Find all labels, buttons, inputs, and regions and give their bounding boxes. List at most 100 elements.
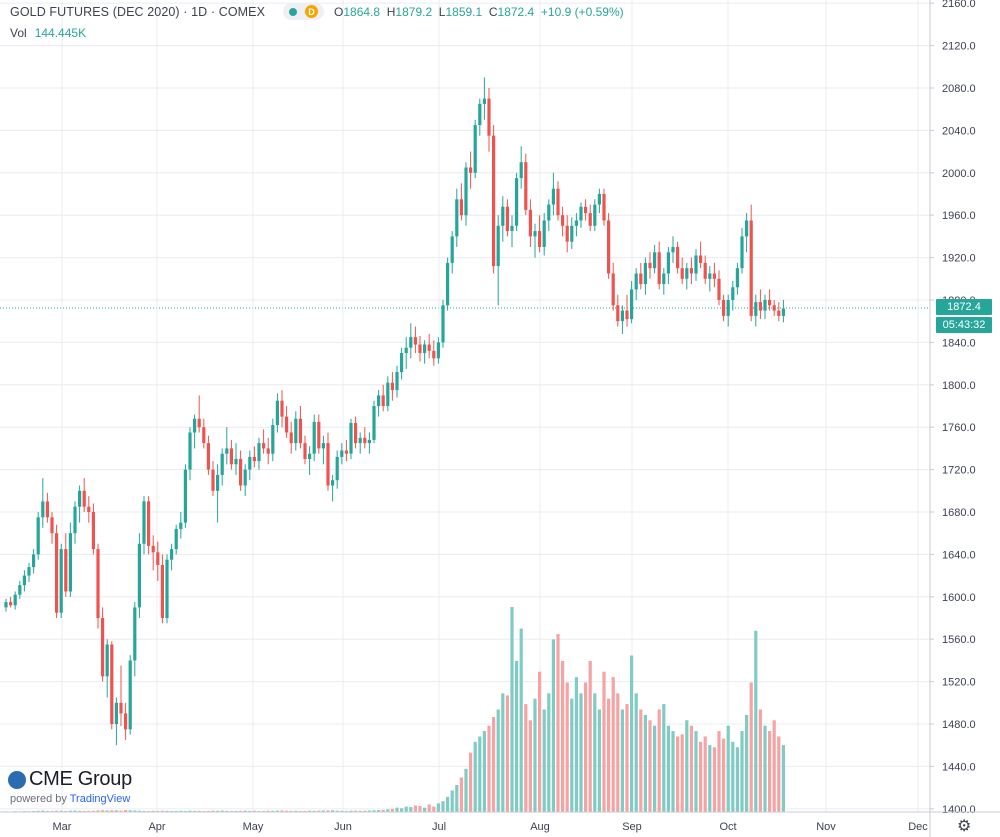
candle: [243, 464, 247, 497]
candle-body: [464, 167, 468, 216]
volume-bar: [59, 810, 63, 812]
candle: [579, 202, 583, 228]
candle-body: [13, 594, 17, 606]
y-tick-label: 1760.0: [942, 422, 976, 434]
candle: [22, 570, 26, 592]
volume-bar: [565, 682, 569, 812]
candle-body: [643, 262, 647, 285]
candle: [611, 262, 615, 311]
candle: [225, 427, 229, 465]
candle: [280, 390, 284, 428]
candle-body: [745, 220, 749, 237]
candle-body: [446, 262, 450, 306]
volume-bar: [680, 734, 684, 812]
candle-body: [266, 448, 270, 454]
gear-icon[interactable]: ⚙: [957, 818, 972, 835]
volume-bar: [151, 810, 155, 812]
volume-bar: [574, 677, 578, 812]
volume-bar: [335, 810, 339, 812]
candle-body: [731, 287, 735, 300]
ohlc-readout: O1864.8 H1879.2 L1859.1 C1872.4 +10.9 (+…: [334, 5, 624, 19]
volume-bar: [763, 725, 767, 812]
candle: [441, 299, 445, 348]
y-tick-label: 2080.0: [942, 83, 976, 95]
candle: [639, 262, 643, 290]
volume-bar: [234, 810, 238, 812]
powered-by: powered by TradingView: [10, 793, 132, 805]
candle-body: [634, 273, 638, 290]
candle: [492, 125, 496, 274]
candle: [703, 255, 707, 285]
volume-bar: [110, 810, 114, 812]
candle-body: [248, 456, 252, 470]
volume-bar: [404, 806, 408, 812]
candle-body: [27, 567, 31, 576]
x-axis: Mar Apr May Jun Jul Aug Sep Oct Nov Dec: [0, 811, 1000, 833]
candle-body: [533, 231, 537, 237]
candle: [248, 450, 252, 481]
tradingview-link[interactable]: TradingView: [69, 793, 131, 805]
candle: [340, 443, 344, 465]
status-pill[interactable]: D: [283, 3, 325, 20]
candle-body: [262, 443, 266, 449]
candle: [308, 446, 312, 475]
candle-body: [124, 713, 128, 730]
candle-body: [593, 204, 597, 226]
volume-readout: Vol 144.445K: [10, 26, 86, 40]
volume-bar: [441, 801, 445, 812]
candle: [59, 543, 63, 619]
candle-body: [326, 443, 330, 486]
candle: [335, 450, 339, 489]
volume-bar: [427, 804, 431, 812]
low-label: L: [438, 4, 446, 19]
candle-body: [648, 262, 652, 269]
volume-bar: [142, 810, 146, 812]
candle: [82, 478, 86, 513]
volume-bar: [321, 810, 325, 812]
volume-bar: [285, 810, 289, 812]
candle: [464, 162, 468, 226]
candle: [147, 496, 151, 555]
volume-bar: [625, 704, 629, 812]
volume-bar: [556, 633, 560, 812]
candle-body: [496, 225, 500, 267]
volume-bar: [262, 810, 266, 812]
volume-bar: [634, 693, 638, 812]
candle: [4, 598, 8, 612]
y-tick-label: 1560.0: [942, 634, 976, 646]
volume-bar: [510, 607, 514, 812]
volume-bar: [367, 810, 371, 812]
volume-bar: [165, 810, 169, 812]
volume-bar: [542, 709, 546, 812]
candle-body: [22, 575, 26, 586]
candle: [45, 492, 49, 523]
interval-badge: D: [305, 5, 319, 18]
candle: [556, 181, 560, 221]
candle-body: [344, 450, 348, 454]
candle-body: [441, 305, 445, 343]
volume-bar: [101, 810, 105, 812]
candle: [262, 429, 266, 454]
candle: [252, 446, 256, 468]
volume-bar: [501, 693, 505, 812]
candle-body: [680, 268, 684, 279]
candle-body: [312, 421, 316, 454]
candle: [551, 172, 555, 216]
candle: [50, 512, 54, 544]
volume-bar: [712, 747, 716, 812]
volume-bar: [653, 725, 657, 812]
candle: [344, 439, 348, 462]
candle: [18, 580, 22, 599]
candle-body: [689, 268, 693, 274]
candle: [285, 406, 289, 438]
volume-bar: [423, 807, 427, 812]
volume-bar: [395, 807, 399, 812]
volume-bar: [731, 741, 735, 812]
logo-text: CME Group: [29, 768, 132, 790]
candle-body: [487, 98, 491, 136]
candle-body: [41, 501, 45, 518]
volume-bar: [211, 810, 215, 812]
candle: [96, 543, 100, 629]
candle-body: [285, 416, 289, 433]
